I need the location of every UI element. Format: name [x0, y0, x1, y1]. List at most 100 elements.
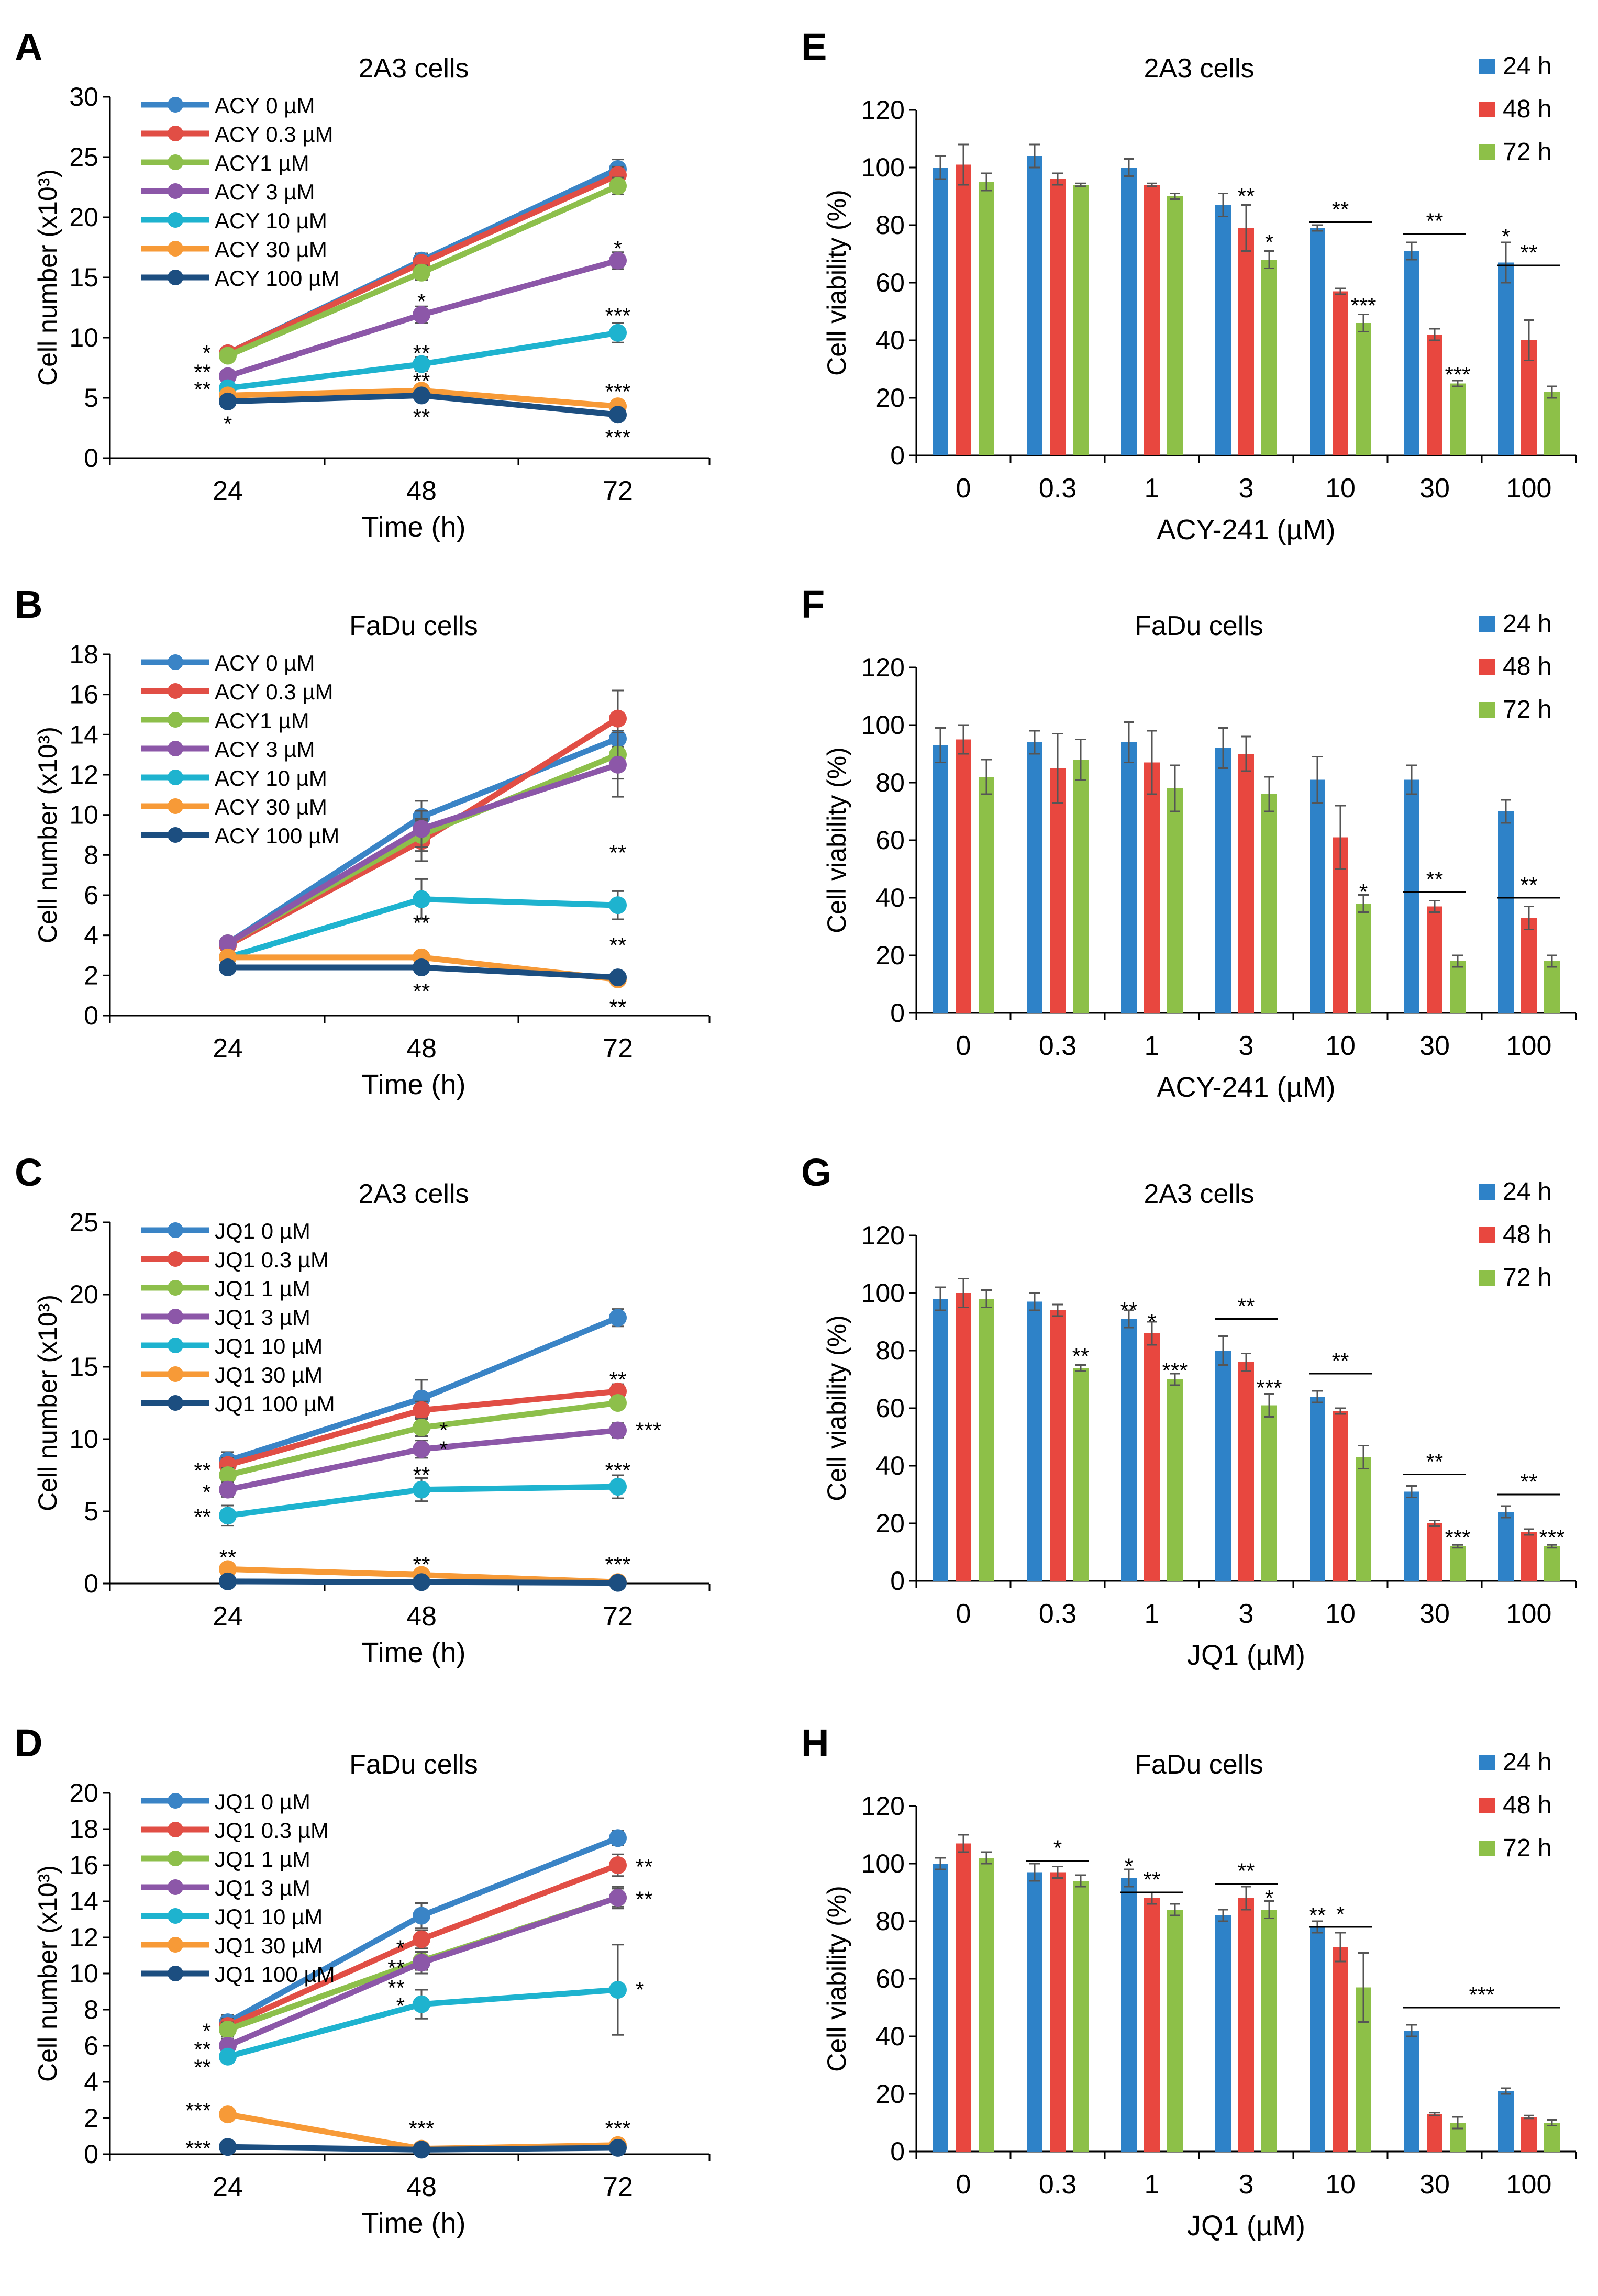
- significance-label: ***: [408, 2116, 434, 2141]
- y-tick-label: 80: [875, 768, 905, 797]
- x-tick-label: 48: [406, 2172, 437, 2202]
- legend-swatch: [1479, 1227, 1495, 1243]
- x-tick-label: 24: [213, 476, 243, 506]
- bar: [1167, 1379, 1183, 1581]
- bar: [1521, 1532, 1537, 1581]
- x-axis-label: JQ1 (µM): [1187, 2210, 1305, 2242]
- y-tick-label: 15: [69, 1352, 98, 1381]
- legend-label: ACY 10 µM: [215, 208, 327, 233]
- y-tick-label: 18: [69, 640, 98, 669]
- y-tick-label: 6: [84, 880, 98, 910]
- x-tick-label: 24: [213, 1033, 243, 1064]
- bar: [1521, 2117, 1537, 2152]
- significance-label: **: [194, 1504, 211, 1529]
- data-point: [219, 1507, 237, 1525]
- legend-label: 24 h: [1503, 610, 1551, 638]
- bar: [956, 739, 971, 1013]
- x-tick-label: 48: [406, 1601, 437, 1632]
- y-tick-label: 16: [69, 680, 98, 709]
- significance-label: **: [609, 933, 627, 957]
- legend-label: ACY 0 µM: [215, 93, 315, 118]
- y-tick-label: 0: [84, 1569, 98, 1598]
- significance-label: **: [1238, 184, 1255, 208]
- data-point: [609, 324, 627, 342]
- x-tick-label: 0: [956, 1031, 971, 1061]
- series-24h: [933, 1286, 1514, 1581]
- x-tick-label: 24: [213, 2172, 243, 2202]
- x-tick-label: 3: [1239, 1031, 1254, 1061]
- data-point: [609, 251, 627, 270]
- significance-label: **: [194, 377, 211, 402]
- data-point: [219, 2020, 237, 2038]
- legend-label: JQ1 10 µM: [215, 1904, 323, 1929]
- y-tick-label: 8: [84, 840, 98, 870]
- legend-swatch-marker: [168, 1793, 183, 1809]
- data-point: [609, 1574, 627, 1592]
- x-axis-label: Time (h): [362, 1069, 466, 1100]
- data-point: [219, 347, 237, 365]
- x-axis-label: ACY-241 (µM): [1157, 1072, 1335, 1103]
- significance-label: *: [1265, 230, 1273, 254]
- bar: [1215, 205, 1231, 455]
- y-tick-label: 40: [875, 326, 905, 355]
- bar: [1144, 762, 1160, 1013]
- y-tick-label: 14: [69, 1887, 98, 1916]
- y-tick-label: 18: [69, 1814, 98, 1844]
- legend-label: ACY 100 µM: [215, 266, 339, 291]
- series-4: [219, 1421, 627, 1499]
- bar: [1215, 1351, 1231, 1581]
- bar: [1544, 392, 1560, 455]
- bar: [979, 777, 994, 1013]
- data-point: [413, 1995, 430, 2013]
- legend-swatch-marker: [168, 827, 183, 843]
- legend-label: JQ1 0 µM: [215, 1219, 310, 1243]
- significance-label: ***: [185, 2136, 211, 2161]
- legend-label: ACY 0.3 µM: [215, 679, 334, 704]
- significance-label: **: [636, 1854, 653, 1879]
- series-4: [219, 732, 627, 952]
- significance-label: **: [609, 995, 627, 1020]
- significance-label: ***: [1256, 1376, 1282, 1400]
- legend-swatch: [1479, 144, 1495, 160]
- y-tick-label: 8: [84, 1995, 98, 2024]
- y-tick-label: 12: [69, 1923, 98, 1952]
- significance-label: ***: [605, 1458, 630, 1483]
- significance-label: ***: [605, 1552, 630, 1577]
- bar: [1238, 1362, 1254, 1581]
- legend: ACY 0 µM ACY 0.3 µM ACY1 µM ACY 3 µM ACY 10 …: [141, 651, 339, 848]
- bar: [1027, 1301, 1042, 1581]
- data-point: [609, 1421, 627, 1440]
- bar: [1498, 811, 1514, 1013]
- x-tick-label: 1: [1145, 473, 1160, 504]
- significance-label: *: [396, 1993, 405, 2018]
- chart-title: 2A3 cells: [1144, 53, 1255, 84]
- y-tick-label: 40: [875, 1451, 905, 1480]
- significance-label: **: [1332, 1348, 1349, 1373]
- series-5: [219, 1474, 627, 1527]
- legend-label: ACY 100 µM: [215, 823, 339, 848]
- y-tick-label: 60: [875, 1964, 905, 1993]
- x-tick-label: 72: [603, 1033, 633, 1064]
- series-3: [219, 176, 627, 365]
- legend-label: JQ1 1 µM: [215, 1276, 310, 1301]
- y-tick-label: 60: [875, 268, 905, 297]
- y-tick-label: 120: [861, 653, 905, 682]
- bar: [1333, 291, 1348, 455]
- data-point: [413, 2141, 430, 2159]
- significance-label: **: [413, 369, 430, 393]
- data-point: [219, 1480, 237, 1499]
- y-axis-label: Cell viability (%): [822, 1315, 851, 1501]
- data-point: [413, 1954, 430, 1972]
- x-tick-label: 1: [1145, 2169, 1160, 2200]
- y-tick-label: 20: [69, 203, 98, 232]
- bar: [979, 1299, 994, 1581]
- bar: [1310, 228, 1325, 455]
- data-point: [219, 1560, 237, 1578]
- y-axis-label: Cell viability (%): [822, 747, 851, 933]
- significance-label: **: [1426, 209, 1444, 233]
- bar: [979, 182, 994, 455]
- legend-label: 24 h: [1503, 1178, 1551, 1206]
- y-tick-label: 80: [875, 1336, 905, 1365]
- y-tick-label: 2: [84, 2103, 98, 2133]
- series-48h: [956, 1278, 1537, 1581]
